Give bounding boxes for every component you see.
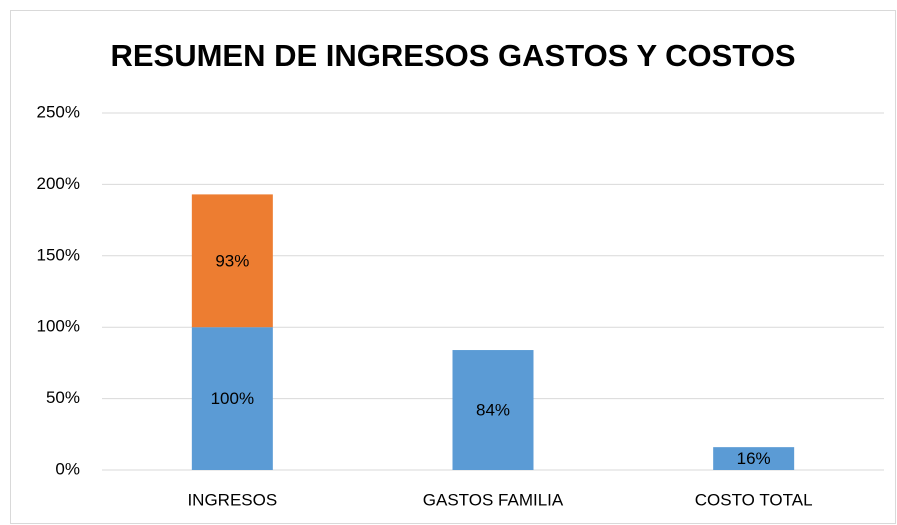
y-tick-label: 150% — [37, 245, 80, 264]
y-tick-label: 100% — [37, 317, 80, 336]
bar — [713, 447, 795, 470]
chart-title: RESUMEN DE INGRESOS GASTOS Y COSTOS — [110, 38, 795, 73]
y-tick-label: 50% — [46, 388, 80, 407]
bar — [191, 327, 273, 470]
x-tick-label: INGRESOS — [187, 490, 277, 509]
data-label: 84% — [476, 401, 510, 420]
y-tick-label: 250% — [37, 102, 80, 121]
bar — [452, 350, 534, 470]
data-label: 100% — [211, 389, 254, 408]
y-tick-label: 200% — [37, 174, 80, 193]
x-tick-label: GASTOS FAMILIA — [423, 490, 564, 509]
bar — [191, 194, 273, 328]
data-label: 93% — [215, 251, 249, 270]
y-tick-label: 0% — [55, 459, 80, 478]
data-label: 16% — [737, 449, 771, 468]
x-tick-label: COSTO TOTAL — [695, 490, 813, 509]
